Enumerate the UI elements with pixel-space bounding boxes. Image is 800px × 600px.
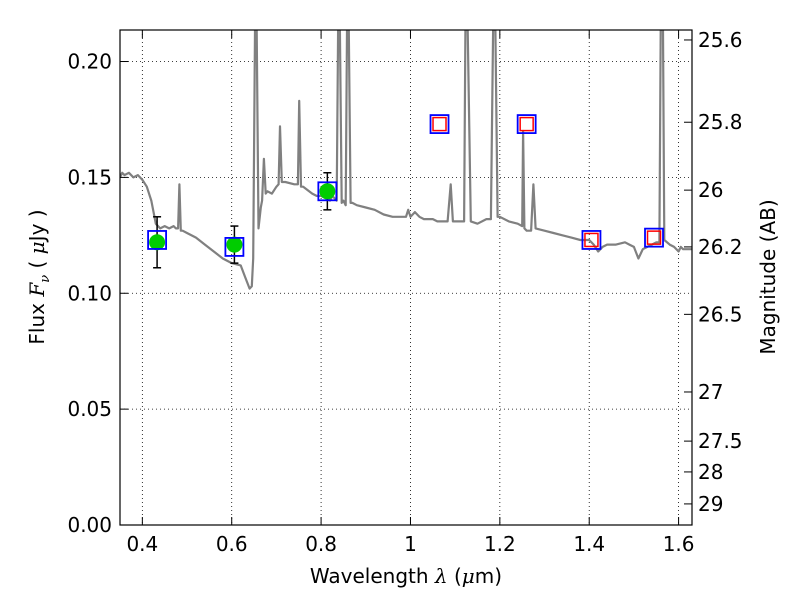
axis-ticks: 0.4 0.6 0.8 1 1.2 1.4 1.6 0.00 0.05 0.10 0.15 0.20 2… (67, 28, 742, 556)
y2-axis-title: Magnitude (AB) (756, 199, 780, 354)
x-tick-label: 0.8 (305, 532, 337, 556)
model-photometry-marker (644, 227, 664, 248)
y2-tick-label: 26 (698, 178, 723, 202)
model-photometry-marker (516, 114, 537, 134)
model-photometry-marker (224, 237, 245, 257)
model-photometry-marker (429, 114, 450, 134)
model-photometry-marker (147, 230, 167, 250)
model-photometry-marker (581, 230, 602, 250)
observed-point (226, 236, 243, 253)
x-tick-label: 1.4 (573, 532, 605, 556)
observed-point (149, 234, 166, 251)
y-tick-label: 0.20 (67, 50, 112, 74)
y-tick-label: 0.10 (67, 281, 112, 305)
y-tick-label: 0.05 (67, 397, 112, 421)
plot-frame (119, 29, 693, 526)
spectrum-line (120, 30, 692, 290)
y2-tick-label: 29 (698, 492, 723, 516)
y2-tick-label: 26.2 (698, 235, 743, 259)
observed-point (319, 183, 336, 200)
upper-limit-marker (646, 230, 662, 245)
plot-area (120, 30, 692, 290)
x-tick-label: 1.6 (663, 532, 695, 556)
y2-tick-label: 25.6 (698, 28, 743, 52)
x-axis-title: Wavelength λ (μm) (310, 564, 502, 588)
upper-limit-marker (519, 116, 534, 132)
upper-limit-marker (432, 116, 447, 132)
y2-tick-label: 27.5 (698, 429, 743, 453)
y-tick-label: 0.15 (67, 165, 112, 189)
x-tick-label: 1.2 (484, 532, 516, 556)
x-tick-label: 0.6 (216, 532, 248, 556)
y2-tick-label: 25.8 (698, 110, 743, 134)
grid (120, 30, 692, 526)
model-photometry-marker (317, 181, 338, 202)
upper-limit-marker (584, 232, 599, 248)
y2-tick-label: 27 (698, 380, 723, 404)
x-tick-label: 1 (404, 532, 417, 556)
x-tick-label: 0.4 (126, 532, 158, 556)
y2-tick-label: 26.5 (698, 302, 743, 326)
y2-tick-label: 28 (698, 460, 723, 484)
y-tick-label: 0.00 (67, 513, 112, 537)
y-axis-title: Flux Fν ( μJy ) (25, 209, 53, 344)
